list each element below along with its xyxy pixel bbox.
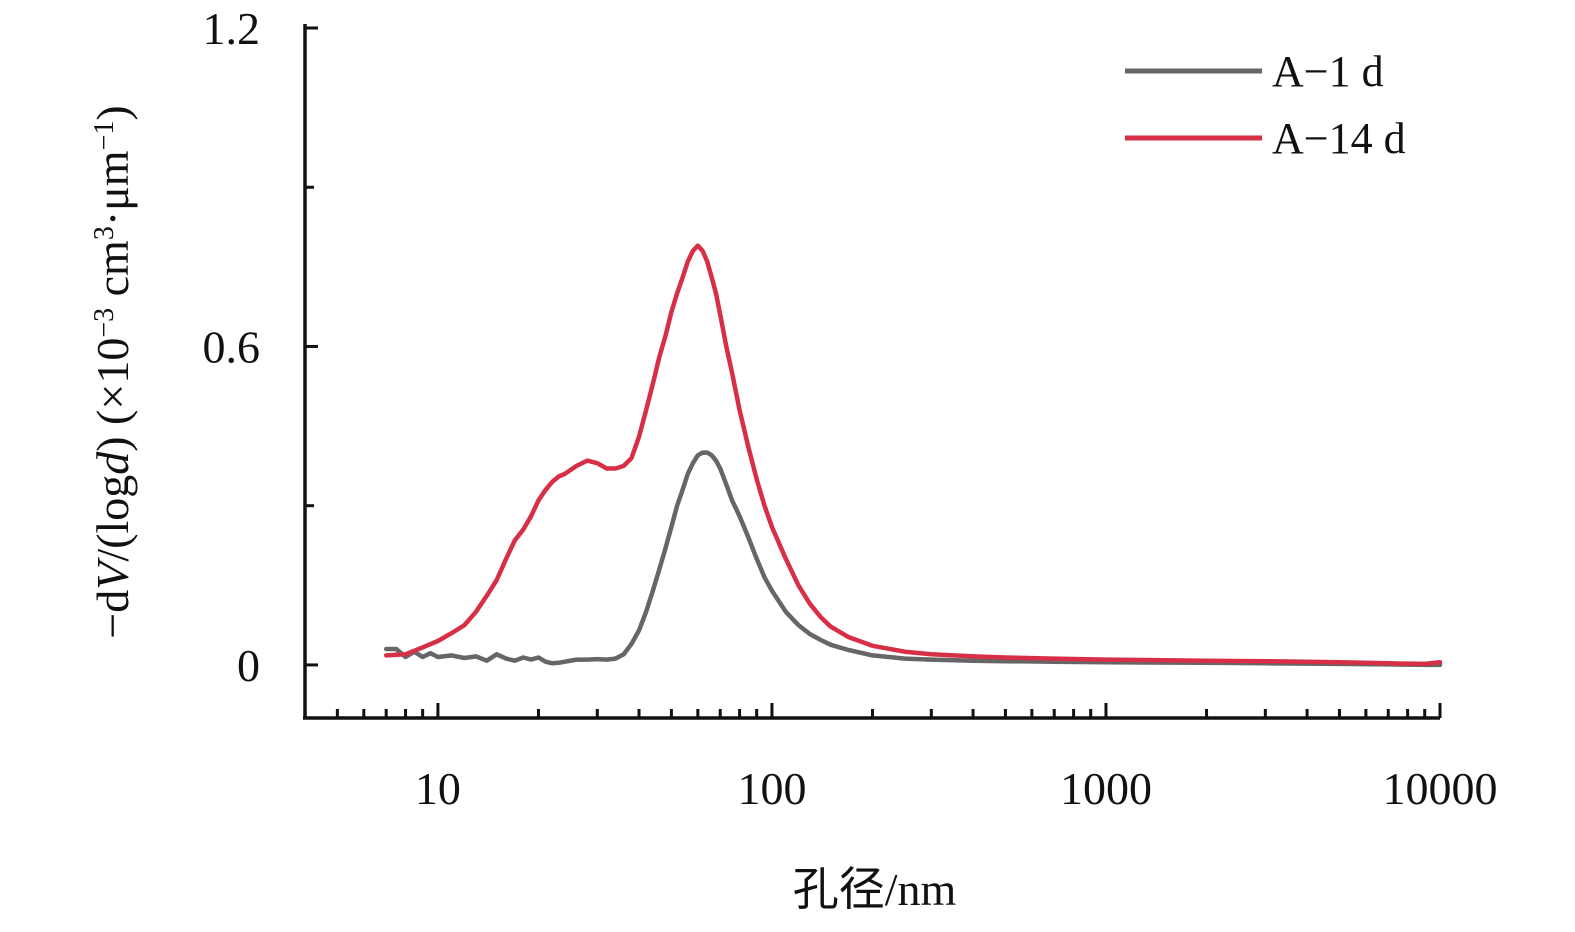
x-tick-label: 10000: [1383, 763, 1498, 814]
y-axis-title-part: ·μm: [87, 150, 138, 226]
y-axis-title-part: 3: [89, 226, 120, 240]
y-axis-title-part: ) (×10: [87, 338, 138, 452]
y-axis-title-part: d: [87, 451, 138, 475]
y-tick-label: 0: [237, 640, 260, 691]
legend-label-1: A−1 d: [1272, 47, 1384, 96]
y-axis-title-part: −d: [87, 590, 138, 639]
y-axis-title-part: cm: [87, 240, 138, 308]
legend: A−1 d A−14 d: [1125, 47, 1406, 163]
y-axis-title-part: −3: [89, 308, 120, 338]
legend-label-2: A−14 d: [1272, 114, 1406, 163]
series-line-2: [383, 243, 1443, 667]
x-tick-label: 100: [737, 763, 806, 814]
y-axis-title-part: /(log: [87, 475, 138, 562]
y-tick-label: 0.6: [203, 321, 261, 372]
series-curves: [383, 243, 1443, 668]
x-tick-label: 1000: [1060, 763, 1152, 814]
y-tick-label: 1.2: [203, 3, 261, 54]
y-axis-title-part: ): [87, 105, 138, 120]
axes: 0 0.6 1.2 10 100 1000 10000: [203, 3, 1498, 814]
y-axis-title-part: V: [87, 557, 138, 590]
y-axis-title-part: −1: [89, 121, 120, 151]
x-tick-label: 10: [415, 763, 461, 814]
series-line-1: [383, 450, 1443, 668]
y-axis-title: −dV/(logd) (×10−3 cm3·μm−1): [87, 105, 138, 638]
x-axis-title: 孔径/nm: [793, 864, 957, 915]
axis-titles: 孔径/nm −dV/(logd) (×10−3 cm3·μm−1): [87, 105, 956, 915]
